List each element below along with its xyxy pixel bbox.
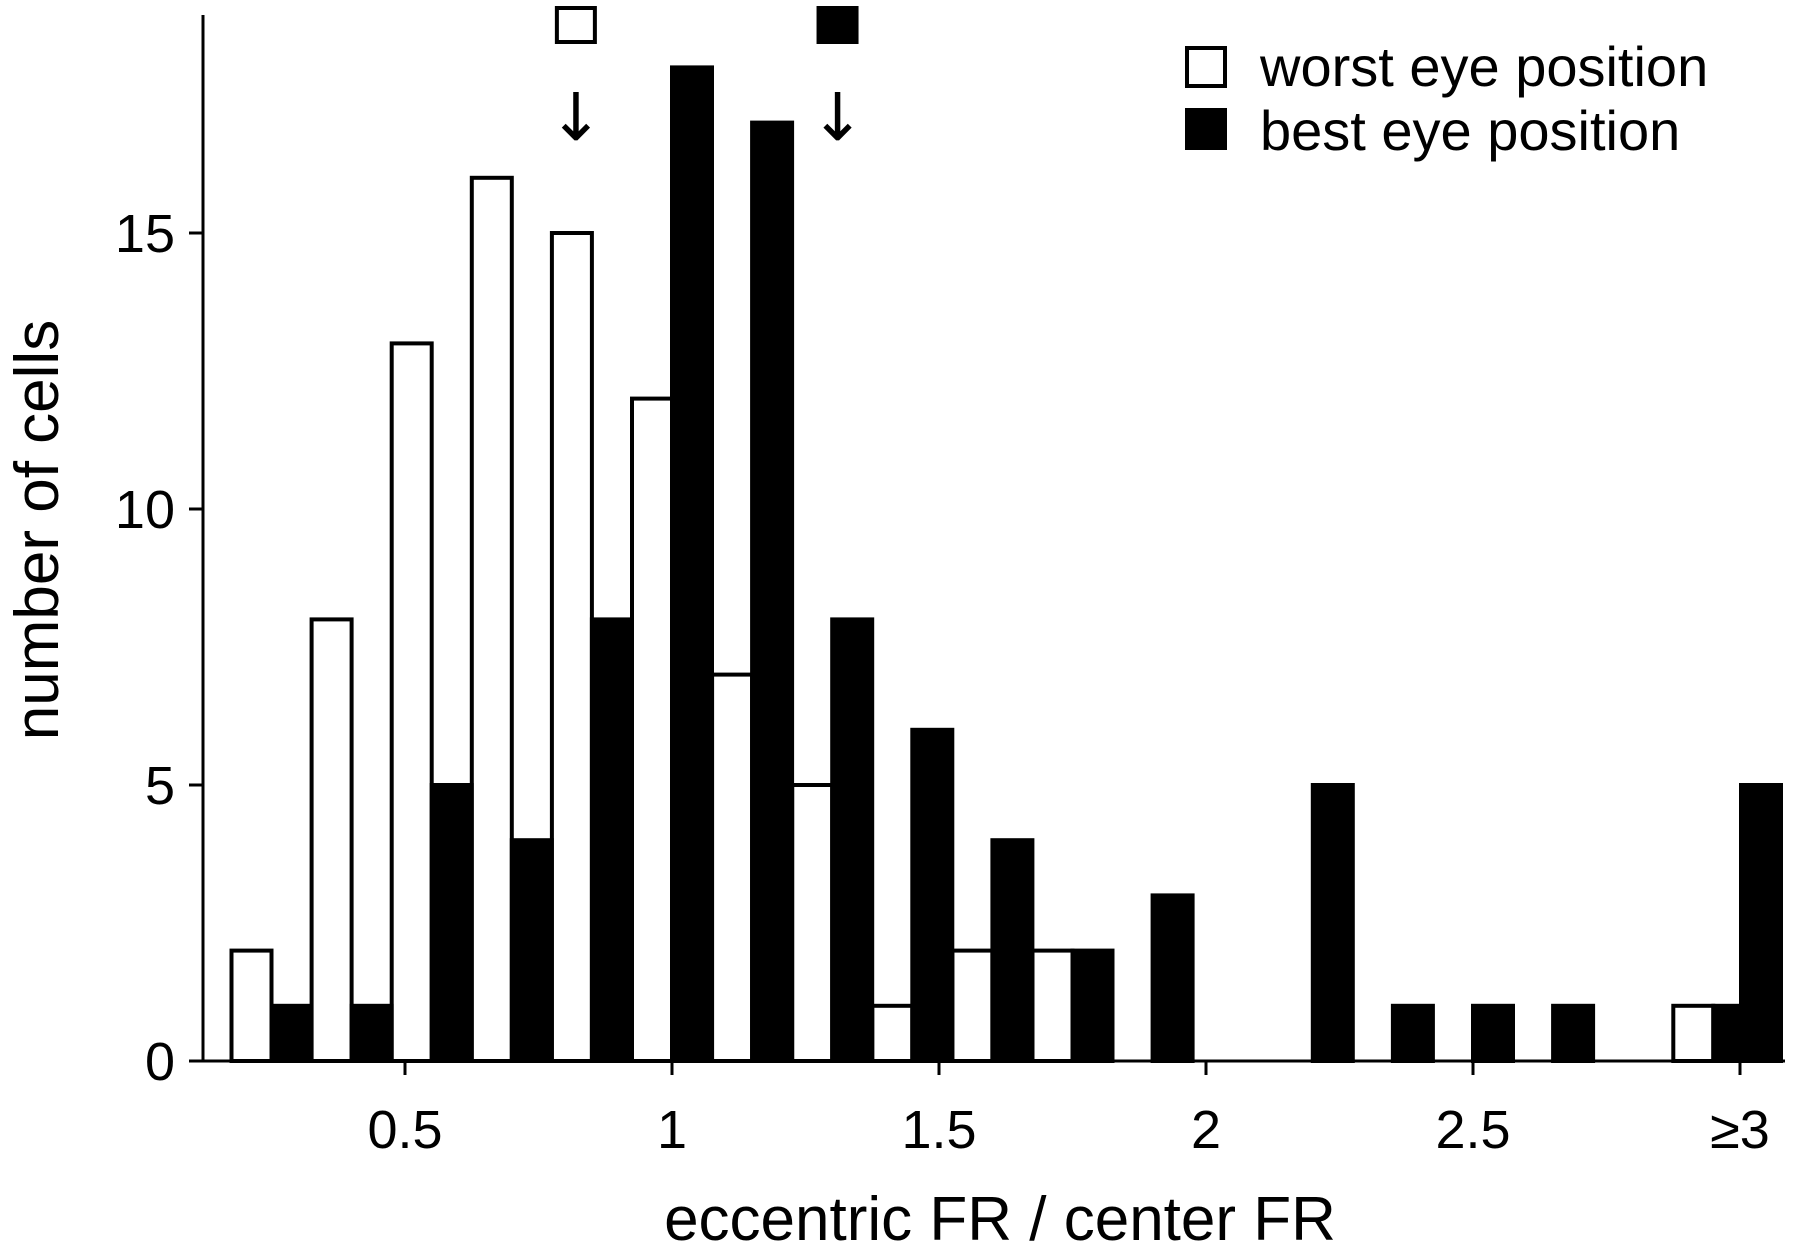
x-tick-label-2: 1.5 bbox=[901, 1100, 976, 1160]
best-bars-group bbox=[269, 65, 1783, 1064]
axes-group: 0 5 10 15 0.5 1 1.5 2 2.5 ≥3 bbox=[115, 15, 1785, 1160]
bar-worst-8 bbox=[870, 1003, 915, 1063]
y-tick-label-0: 0 bbox=[145, 1032, 175, 1092]
bar-best-10 bbox=[1070, 948, 1115, 1063]
x-tick-label-4: 2.5 bbox=[1435, 1100, 1510, 1160]
bar-best-9 bbox=[990, 838, 1035, 1064]
bar-worst-0 bbox=[229, 948, 274, 1063]
bar-worst-10 bbox=[1030, 948, 1075, 1063]
bar-worst-5 bbox=[630, 396, 674, 1064]
worst-bars-group bbox=[229, 175, 1716, 1064]
legend: worst eye position best eye position bbox=[1185, 35, 1708, 162]
bar-best-11 bbox=[1150, 893, 1195, 1064]
bar-worst-4 bbox=[549, 231, 594, 1063]
bar-worst-18 bbox=[1671, 1003, 1716, 1063]
legend-label-worst: worst eye position bbox=[1259, 35, 1708, 98]
bar-best-3 bbox=[509, 838, 554, 1064]
x-tick-label-0: 0.5 bbox=[367, 1100, 442, 1160]
bar-best-6 bbox=[750, 120, 795, 1064]
marker-arrow-worst-icon: ↓ bbox=[548, 79, 603, 156]
bar-worst-9 bbox=[950, 948, 995, 1063]
y-axis-title: number of cells bbox=[3, 320, 72, 740]
x-tick-label-5: ≥3 bbox=[1710, 1100, 1770, 1160]
bar-best-1 bbox=[349, 1003, 394, 1063]
marker-group: ↓ ↓ bbox=[548, 6, 865, 156]
marker-arrow-best-icon: ↓ bbox=[810, 79, 865, 156]
bar-best-0 bbox=[269, 1003, 314, 1063]
bar-best-8 bbox=[910, 727, 955, 1063]
bar-worst-3 bbox=[469, 175, 514, 1064]
bar-best-4 bbox=[589, 617, 634, 1064]
y-tick-label-3: 15 bbox=[115, 204, 175, 264]
bar-worst-2 bbox=[389, 341, 434, 1063]
bar-best-14 bbox=[1390, 1003, 1435, 1063]
x-axis-title: eccentric FR / center FR bbox=[664, 1185, 1336, 1254]
bar-best-16 bbox=[1551, 1003, 1596, 1063]
legend-swatch-best bbox=[1185, 108, 1227, 150]
x-tick-label-3: 2 bbox=[1191, 1100, 1221, 1160]
bar-best-overflow bbox=[1739, 783, 1783, 1063]
bar-worst-1 bbox=[309, 617, 354, 1064]
bar-best-15 bbox=[1471, 1003, 1515, 1063]
bar-worst-7 bbox=[790, 783, 835, 1063]
x-tick-label-1: 1 bbox=[657, 1100, 687, 1160]
legend-label-best: best eye position bbox=[1260, 99, 1680, 162]
y-tick-label-2: 10 bbox=[115, 480, 175, 540]
bar-worst-6 bbox=[710, 672, 755, 1063]
marker-square-best bbox=[816, 6, 859, 44]
bar-best-5 bbox=[670, 65, 714, 1063]
bar-best-7 bbox=[830, 617, 875, 1064]
bar-best-2 bbox=[429, 783, 474, 1063]
y-tick-label-1: 5 bbox=[145, 756, 175, 816]
bar-best-13 bbox=[1310, 783, 1355, 1063]
legend-swatch-worst bbox=[1185, 46, 1227, 88]
marker-square-worst bbox=[554, 6, 597, 44]
